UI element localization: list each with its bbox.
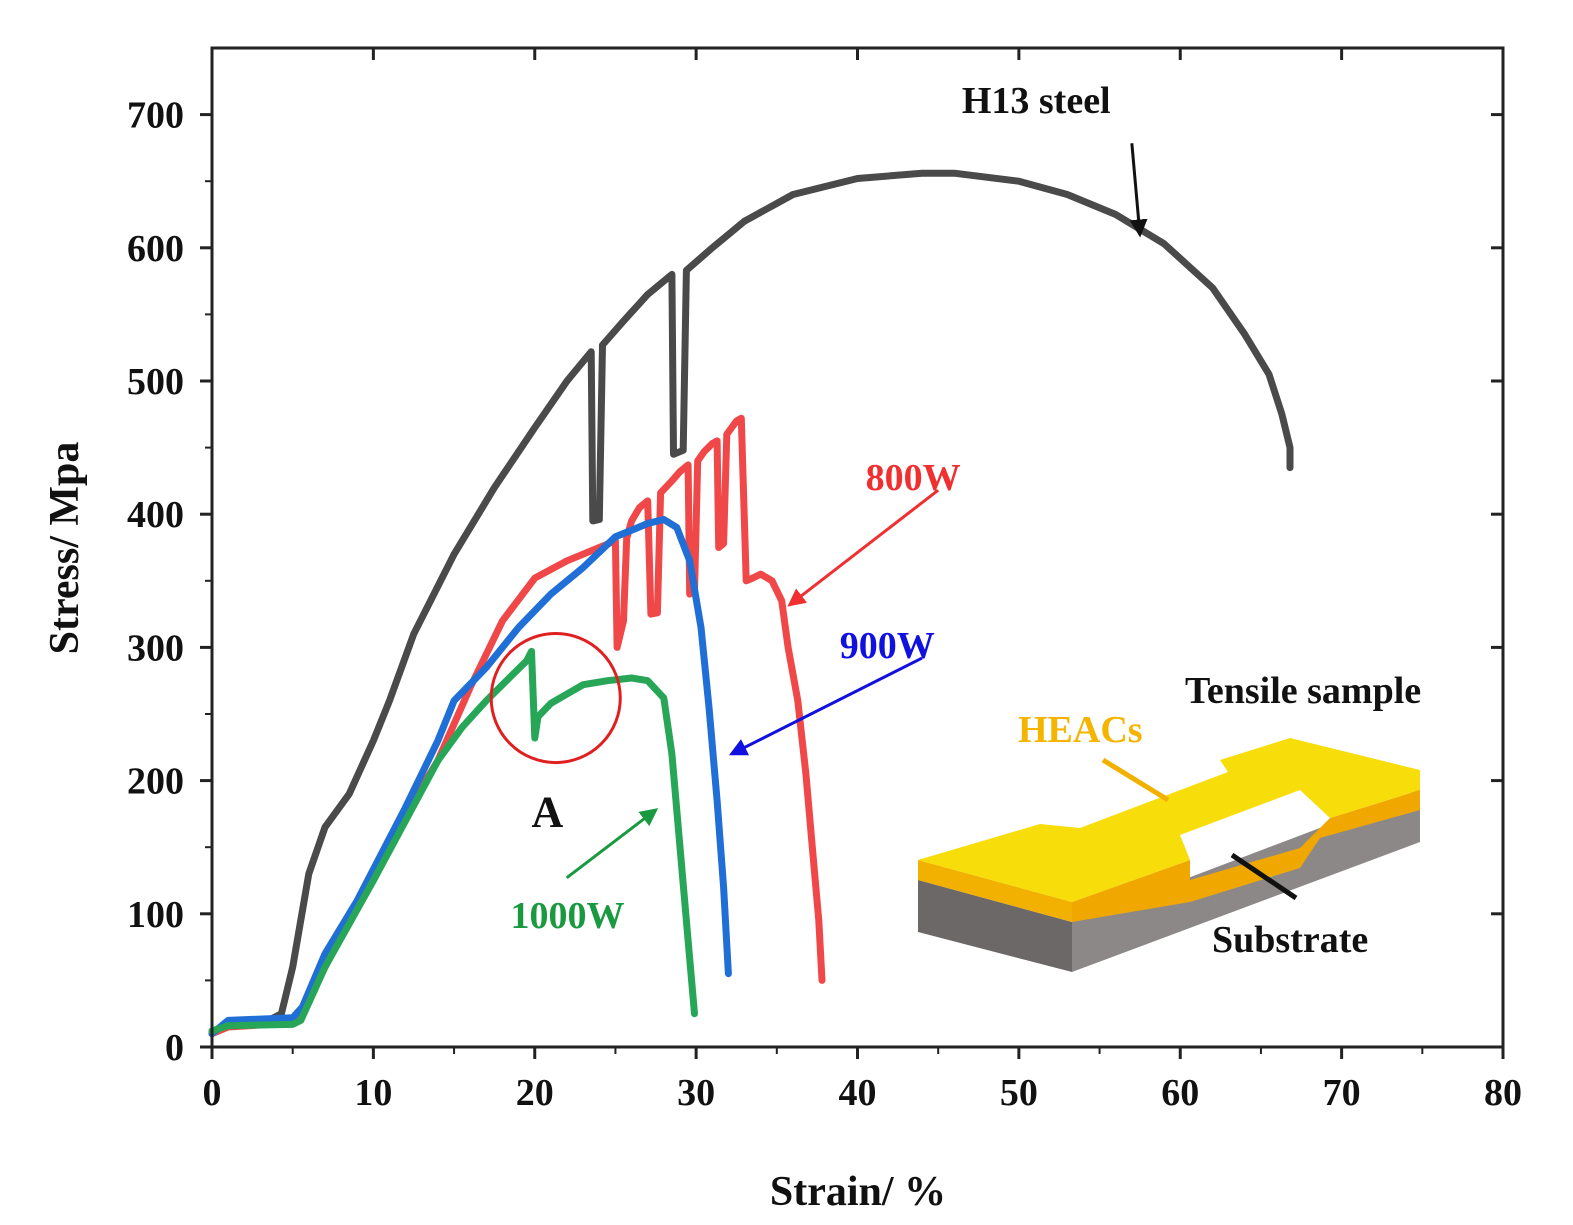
y-tick-label: 600: [127, 228, 184, 270]
heacs-leader-line: [1101, 757, 1170, 803]
y-tick-label: 500: [127, 361, 184, 403]
y-axis-title: Stress/ Mpa: [42, 442, 88, 655]
y-tick-label: 300: [127, 627, 184, 669]
x-tick-label: 10: [354, 1072, 392, 1114]
substrate-label: Substrate: [1212, 919, 1368, 961]
x-tick-label: 30: [677, 1072, 715, 1114]
y-tick-label: 700: [127, 95, 184, 137]
x-tick-label: 40: [839, 1072, 877, 1114]
annotation-layer: H13 steel 800W 900W 1000W A: [489, 80, 1148, 937]
arrow-900w: [728, 656, 923, 756]
annotation-label-800w: 800W: [866, 457, 961, 499]
y-tick-label: 0: [165, 1027, 184, 1069]
coating-top-face: [918, 738, 1420, 902]
axes-layer: 0 10 20 30 40 50 60 70 80 0 100 200 300 400 500 600 700: [127, 46, 1522, 1114]
series-line-900w: [208, 516, 732, 1038]
x-tick-label: 80: [1484, 1072, 1522, 1114]
arrow-h13-steel: [1129, 143, 1148, 238]
series-line-800w: [208, 414, 826, 1038]
coating-side-face: [918, 860, 1072, 922]
tensile-sample-inset: Tensile sample HEACs Substrate: [918, 670, 1421, 972]
y-tick-label: 200: [127, 761, 184, 803]
x-axis-title: Strain/ %: [770, 1169, 946, 1215]
coating-right-side: [1072, 790, 1420, 922]
x-tick-label: 0: [203, 1072, 222, 1114]
arrow-800w: [787, 489, 940, 607]
y-tick-label: 100: [127, 894, 184, 936]
annotation-label-a: A: [532, 788, 564, 837]
substrate-leader-line: [1230, 852, 1298, 901]
annotation-label-h13-steel: H13 steel: [962, 80, 1111, 122]
x-tick-label: 60: [1161, 1072, 1199, 1114]
plot-frame: [210, 46, 1505, 1049]
x-tick-label: 20: [516, 1072, 554, 1114]
highlight-circle-a: [489, 631, 622, 765]
x-tick-label: 50: [1000, 1072, 1038, 1114]
arrow-1000w: [565, 808, 659, 879]
substrate-front-face: [918, 880, 1072, 972]
annotation-label-900w: 900W: [840, 625, 935, 667]
annotation-label-1000w: 1000W: [511, 895, 625, 937]
inset-title: Tensile sample: [1185, 670, 1421, 712]
y-tick-label: 400: [127, 494, 184, 536]
coating-label: HEACs: [1018, 709, 1143, 751]
x-tick-label: 70: [1323, 1072, 1361, 1114]
series-line-1000w: [208, 647, 698, 1035]
series-layer: [208, 169, 1294, 1038]
